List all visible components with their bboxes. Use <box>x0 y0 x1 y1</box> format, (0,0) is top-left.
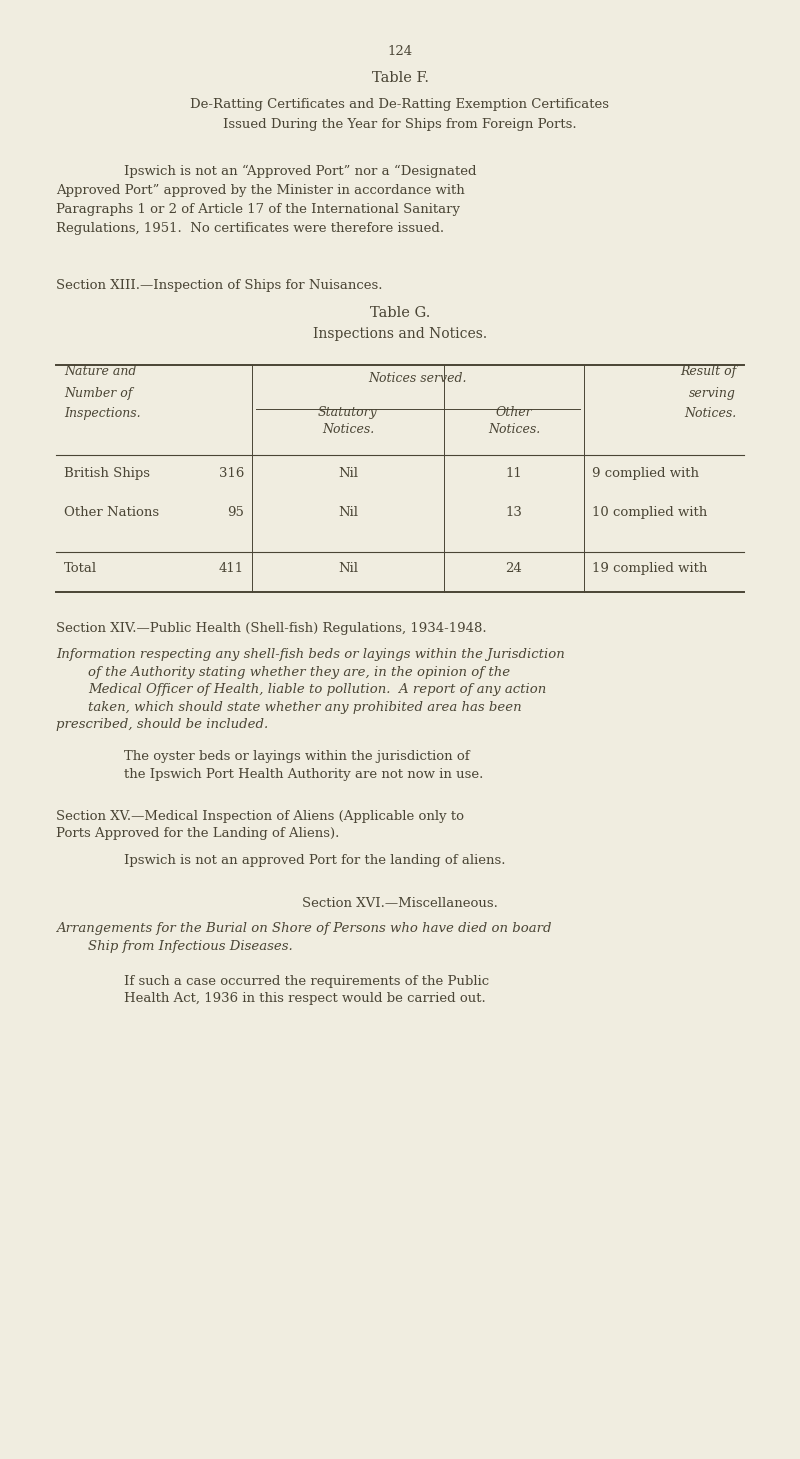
Text: Section XIII.—Inspection of Ships for Nuisances.: Section XIII.—Inspection of Ships for Nu… <box>56 279 382 292</box>
Text: Issued During the Year for Ships from Foreign Ports.: Issued During the Year for Ships from Fo… <box>223 118 577 131</box>
Text: Health Act, 1936 in this respect would be carried out.: Health Act, 1936 in this respect would b… <box>124 992 486 1005</box>
Text: Table F.: Table F. <box>371 70 429 85</box>
Text: Ipswich is not an approved Port for the landing of aliens.: Ipswich is not an approved Port for the … <box>124 854 506 867</box>
Text: If such a case occurred the requirements of the Public: If such a case occurred the requirements… <box>124 975 489 988</box>
Text: 11: 11 <box>506 467 522 480</box>
Text: The oyster beds or layings within the jurisdiction of: The oyster beds or layings within the ju… <box>124 750 470 763</box>
Text: 95: 95 <box>227 506 244 519</box>
Text: Approved Port” approved by the Minister in accordance with: Approved Port” approved by the Minister … <box>56 184 465 197</box>
Text: 13: 13 <box>506 506 522 519</box>
Text: taken, which should state whether any prohibited area has been: taken, which should state whether any pr… <box>88 700 522 713</box>
Text: Inspections.: Inspections. <box>64 407 141 420</box>
Text: Other Nations: Other Nations <box>64 506 159 519</box>
Text: Information respecting any shell-fish beds or layings within the Jurisdiction: Information respecting any shell-fish be… <box>56 648 565 661</box>
Text: Inspections and Notices.: Inspections and Notices. <box>313 327 487 341</box>
Text: Notices.: Notices. <box>684 407 736 420</box>
Text: 10 complied with: 10 complied with <box>592 506 707 519</box>
Text: Notices.: Notices. <box>488 423 540 436</box>
Text: Paragraphs 1 or 2 of Article 17 of the International Sanitary: Paragraphs 1 or 2 of Article 17 of the I… <box>56 203 460 216</box>
Text: serving: serving <box>689 387 736 400</box>
Text: Section XV.—Medical Inspection of Aliens (Applicable only to: Section XV.—Medical Inspection of Aliens… <box>56 810 464 823</box>
Text: Nil: Nil <box>338 562 358 575</box>
Text: British Ships: British Ships <box>64 467 150 480</box>
Text: Medical Officer of Health, liable to pollution.  A report of any action: Medical Officer of Health, liable to pol… <box>88 683 546 696</box>
Text: De-Ratting Certificates and De-Ratting Exemption Certificates: De-Ratting Certificates and De-Ratting E… <box>190 98 610 111</box>
Text: Ship from Infectious Diseases.: Ship from Infectious Diseases. <box>88 940 293 953</box>
Text: Table G.: Table G. <box>370 305 430 320</box>
Text: Section XVI.—Miscellaneous.: Section XVI.—Miscellaneous. <box>302 897 498 910</box>
Text: Total: Total <box>64 562 97 575</box>
Text: of the Authority stating whether they are, in the opinion of the: of the Authority stating whether they ar… <box>88 665 510 678</box>
Text: Arrangements for the Burial on Shore of Persons who have died on board: Arrangements for the Burial on Shore of … <box>56 922 551 935</box>
Text: Nil: Nil <box>338 467 358 480</box>
Text: Ipswich is not an “Approved Port” nor a “Designated: Ipswich is not an “Approved Port” nor a … <box>124 165 477 178</box>
Text: 19 complied with: 19 complied with <box>592 562 707 575</box>
Text: 411: 411 <box>219 562 244 575</box>
Text: Notices.: Notices. <box>322 423 374 436</box>
Text: Notices served.: Notices served. <box>369 372 467 385</box>
Text: Nil: Nil <box>338 506 358 519</box>
Text: Section XIV.—Public Health (Shell-fish) Regulations, 1934-1948.: Section XIV.—Public Health (Shell-fish) … <box>56 622 486 635</box>
Text: 316: 316 <box>218 467 244 480</box>
Text: Number of: Number of <box>64 387 132 400</box>
Text: prescribed, should be included.: prescribed, should be included. <box>56 718 268 731</box>
Text: Regulations, 1951.  No certificates were therefore issued.: Regulations, 1951. No certificates were … <box>56 222 444 235</box>
Text: Other: Other <box>496 406 532 419</box>
Text: 9 complied with: 9 complied with <box>592 467 699 480</box>
Text: the Ipswich Port Health Authority are not now in use.: the Ipswich Port Health Authority are no… <box>124 767 483 781</box>
Text: 24: 24 <box>506 562 522 575</box>
Text: Result of: Result of <box>680 365 736 378</box>
Text: Statutory: Statutory <box>318 406 378 419</box>
Text: Nature and: Nature and <box>64 365 136 378</box>
Text: Ports Approved for the Landing of Aliens).: Ports Approved for the Landing of Aliens… <box>56 827 339 840</box>
Text: 124: 124 <box>387 45 413 58</box>
